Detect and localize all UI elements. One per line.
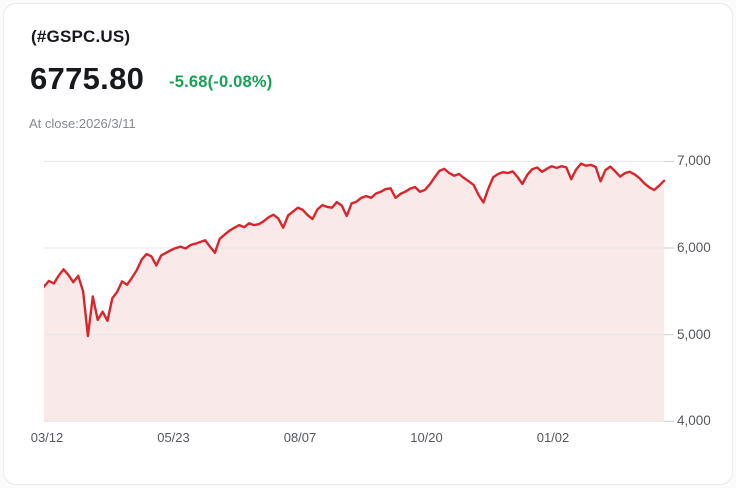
y-axis-label: 6,000 [677,240,711,255]
quote-card: (#GSPC.US) 6775.80 -5.68(-0.08%) At clos… [3,3,733,485]
x-axis-label: 08/07 [283,430,317,445]
y-axis-label: 4,000 [677,413,711,429]
y-axis-label: 7,000 [677,153,711,169]
x-axis-label: 10/20 [410,430,443,445]
close-timestamp: At close:2026/3/11 [29,116,136,131]
y-axis-label: 5,000 [677,326,711,342]
price-line [44,162,666,338]
x-axis-label: 03/12 [30,430,64,445]
x-axis-label: 01/02 [536,430,570,445]
price-value: 6775.80 [30,61,145,96]
area-fill [44,163,664,422]
price-change: -5.68(-0.08%) [169,73,273,91]
x-axis-label: 05/23 [157,430,190,445]
symbol-title: (#GSPC.US) [31,27,131,46]
chart-canvas[interactable] [44,148,677,422]
